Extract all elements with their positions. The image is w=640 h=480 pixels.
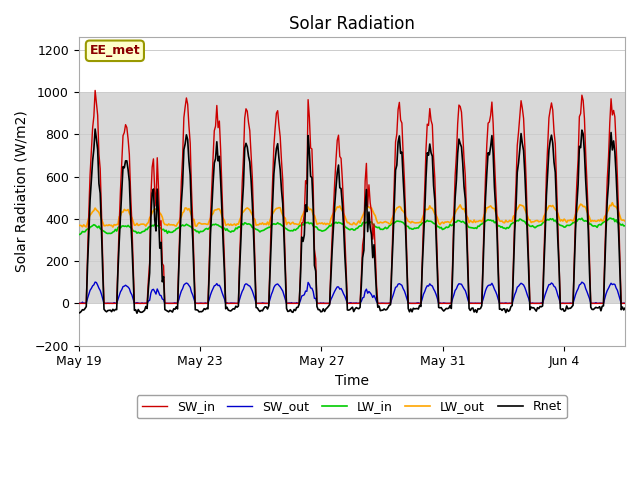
LW_in bbox=[575, 216, 583, 222]
Rnet bbox=[92, 126, 99, 132]
SW_in bbox=[92, 87, 99, 93]
LW_out bbox=[118, 209, 125, 215]
LW_in bbox=[507, 222, 515, 228]
SW_out bbox=[101, 300, 109, 306]
Rnet bbox=[509, 267, 517, 273]
Rnet bbox=[578, 127, 586, 133]
SW_out bbox=[509, 296, 517, 302]
LW_out bbox=[621, 218, 629, 224]
LW_out bbox=[609, 200, 616, 205]
LW_in bbox=[621, 223, 629, 228]
LW_in bbox=[75, 232, 83, 238]
LW_in bbox=[454, 217, 461, 223]
Line: SW_in: SW_in bbox=[79, 90, 625, 303]
Text: EE_met: EE_met bbox=[90, 44, 140, 57]
SW_in bbox=[508, 300, 516, 306]
SW_out bbox=[394, 281, 402, 287]
SW_in bbox=[455, 102, 463, 108]
LW_out bbox=[109, 224, 116, 230]
Rnet bbox=[498, 308, 506, 313]
LW_out bbox=[393, 205, 401, 211]
SW_out bbox=[498, 300, 506, 306]
Rnet bbox=[394, 139, 402, 145]
X-axis label: Time: Time bbox=[335, 374, 369, 388]
SW_in bbox=[621, 300, 629, 306]
Line: Rnet: Rnet bbox=[79, 129, 625, 313]
LW_out bbox=[508, 218, 516, 224]
Bar bbox=[79, 92, 625, 303]
SW_out bbox=[75, 300, 83, 306]
LW_in bbox=[392, 219, 399, 225]
Line: LW_in: LW_in bbox=[79, 218, 625, 235]
Legend: SW_in, SW_out, LW_in, LW_out, Rnet: SW_in, SW_out, LW_in, LW_out, Rnet bbox=[137, 395, 567, 418]
SW_in bbox=[497, 300, 504, 306]
SW_in bbox=[577, 111, 584, 117]
Rnet bbox=[621, 305, 629, 311]
SW_out bbox=[456, 281, 464, 287]
LW_out bbox=[455, 204, 463, 210]
Rnet bbox=[133, 311, 141, 316]
SW_out bbox=[92, 279, 99, 285]
LW_out bbox=[577, 201, 584, 207]
Rnet bbox=[75, 310, 83, 316]
SW_in bbox=[75, 300, 83, 306]
Y-axis label: Solar Radiation (W/m2): Solar Radiation (W/m2) bbox=[15, 110, 29, 272]
LW_in bbox=[116, 225, 124, 231]
LW_in bbox=[606, 215, 614, 221]
SW_out bbox=[119, 284, 127, 289]
SW_out bbox=[621, 300, 629, 306]
SW_in bbox=[118, 161, 125, 167]
Rnet bbox=[118, 188, 125, 194]
Line: SW_out: SW_out bbox=[79, 282, 625, 303]
SW_in bbox=[393, 131, 401, 137]
Line: LW_out: LW_out bbox=[79, 203, 625, 227]
SW_out bbox=[578, 279, 586, 285]
Rnet bbox=[456, 141, 464, 146]
Title: Solar Radiation: Solar Radiation bbox=[289, 15, 415, 33]
LW_in bbox=[495, 223, 503, 229]
LW_out bbox=[497, 218, 504, 224]
LW_out bbox=[75, 223, 83, 228]
